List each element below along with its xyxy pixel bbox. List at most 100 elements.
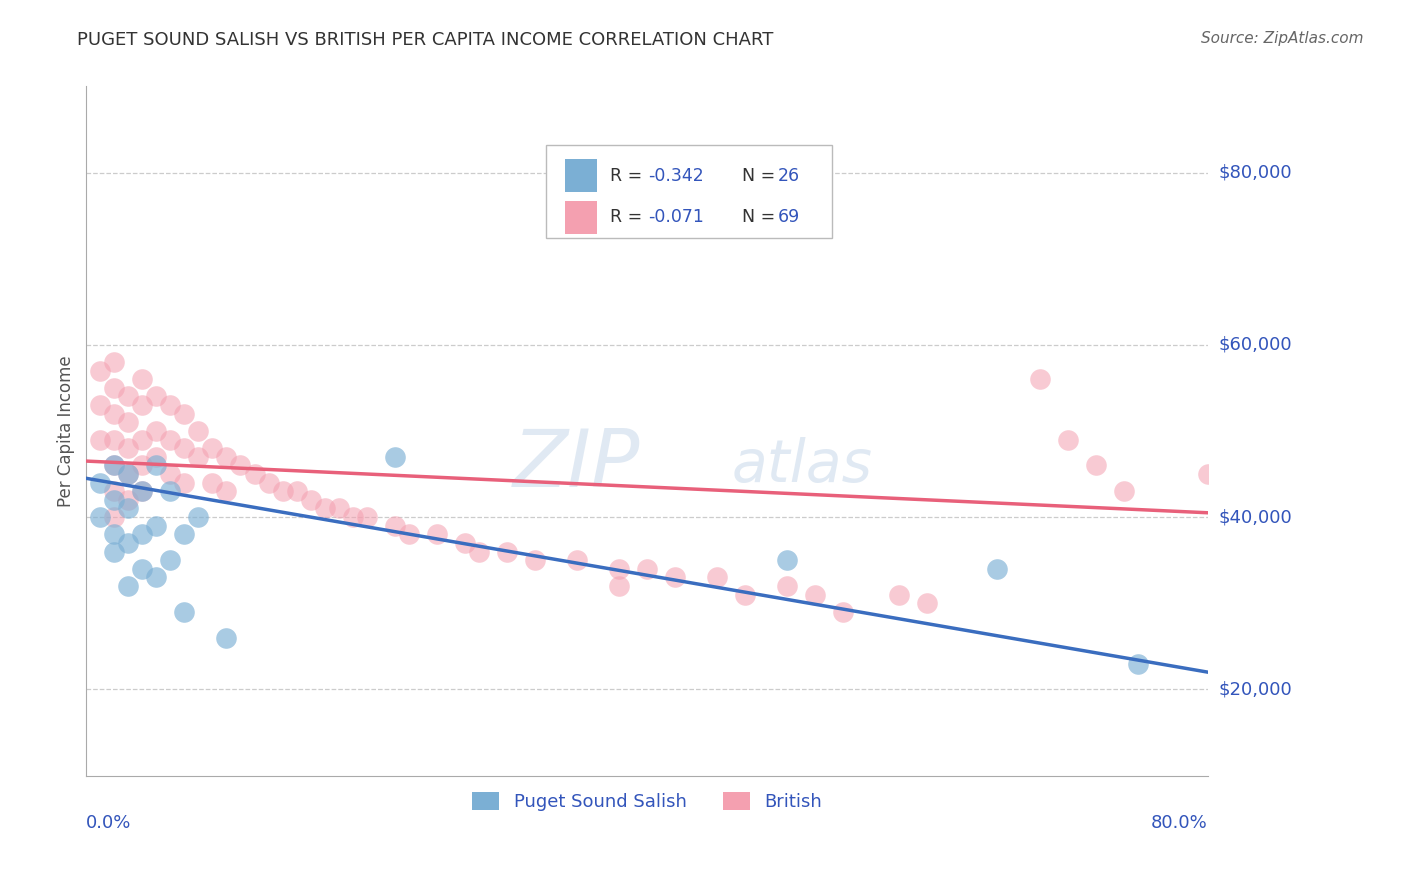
Point bbox=[131, 484, 153, 499]
Text: R =: R = bbox=[610, 209, 648, 227]
Point bbox=[131, 484, 153, 499]
Point bbox=[103, 458, 125, 473]
Legend: Puget Sound Salish, British: Puget Sound Salish, British bbox=[465, 784, 830, 818]
Point bbox=[398, 527, 420, 541]
Point bbox=[159, 467, 181, 481]
Point bbox=[607, 579, 630, 593]
Point bbox=[889, 588, 911, 602]
Point bbox=[1028, 372, 1050, 386]
Point bbox=[103, 433, 125, 447]
Point bbox=[243, 467, 266, 481]
Text: $80,000: $80,000 bbox=[1219, 163, 1292, 181]
Text: ZIP: ZIP bbox=[512, 426, 640, 504]
Text: -0.342: -0.342 bbox=[648, 167, 704, 185]
Point bbox=[328, 501, 350, 516]
Point bbox=[342, 510, 364, 524]
Point bbox=[103, 527, 125, 541]
Point bbox=[117, 467, 139, 481]
Point bbox=[1084, 458, 1107, 473]
Text: PUGET SOUND SALISH VS BRITISH PER CAPITA INCOME CORRELATION CHART: PUGET SOUND SALISH VS BRITISH PER CAPITA… bbox=[77, 31, 773, 49]
Text: $60,000: $60,000 bbox=[1219, 335, 1292, 354]
Point bbox=[607, 562, 630, 576]
Point bbox=[89, 398, 111, 412]
Point bbox=[495, 544, 517, 558]
Point bbox=[187, 424, 209, 438]
Point bbox=[229, 458, 252, 473]
Point bbox=[468, 544, 491, 558]
Text: 26: 26 bbox=[778, 167, 800, 185]
Point bbox=[159, 398, 181, 412]
Point bbox=[734, 588, 756, 602]
Point bbox=[832, 605, 855, 619]
Point bbox=[159, 484, 181, 499]
Point bbox=[117, 579, 139, 593]
Point bbox=[299, 492, 322, 507]
Point bbox=[89, 364, 111, 378]
Point bbox=[145, 518, 167, 533]
Point bbox=[356, 510, 378, 524]
Point bbox=[89, 510, 111, 524]
Point bbox=[384, 450, 406, 464]
Point bbox=[145, 424, 167, 438]
Point bbox=[776, 553, 799, 567]
Point bbox=[776, 579, 799, 593]
Point bbox=[89, 475, 111, 490]
Point bbox=[257, 475, 280, 490]
Point bbox=[187, 450, 209, 464]
Point bbox=[565, 553, 588, 567]
Point bbox=[145, 458, 167, 473]
Point bbox=[917, 596, 939, 610]
Point bbox=[523, 553, 546, 567]
Point bbox=[706, 570, 728, 584]
Point bbox=[103, 407, 125, 421]
Point bbox=[131, 433, 153, 447]
Point bbox=[103, 510, 125, 524]
Text: $20,000: $20,000 bbox=[1219, 681, 1292, 698]
Point bbox=[426, 527, 449, 541]
Point bbox=[173, 441, 195, 455]
Point bbox=[159, 433, 181, 447]
Point bbox=[173, 475, 195, 490]
Point bbox=[131, 562, 153, 576]
Point bbox=[187, 510, 209, 524]
Point bbox=[215, 484, 238, 499]
Point bbox=[131, 372, 153, 386]
Point bbox=[103, 492, 125, 507]
Point bbox=[314, 501, 336, 516]
Point bbox=[103, 544, 125, 558]
Point bbox=[117, 389, 139, 403]
Point bbox=[215, 631, 238, 645]
Text: atlas: atlas bbox=[731, 437, 872, 494]
Point bbox=[103, 484, 125, 499]
Point bbox=[145, 389, 167, 403]
Text: 80.0%: 80.0% bbox=[1152, 814, 1208, 832]
Point bbox=[636, 562, 658, 576]
Point bbox=[117, 536, 139, 550]
Point bbox=[173, 605, 195, 619]
Point bbox=[1112, 484, 1135, 499]
Point bbox=[117, 492, 139, 507]
Point bbox=[117, 415, 139, 429]
Point bbox=[271, 484, 294, 499]
Point bbox=[1197, 467, 1219, 481]
Point bbox=[103, 355, 125, 369]
Point bbox=[117, 501, 139, 516]
Point bbox=[201, 475, 224, 490]
Text: 69: 69 bbox=[778, 209, 800, 227]
Point bbox=[1126, 657, 1149, 671]
Point bbox=[117, 441, 139, 455]
Point bbox=[201, 441, 224, 455]
Point bbox=[664, 570, 686, 584]
Text: $40,000: $40,000 bbox=[1219, 508, 1292, 526]
Point bbox=[131, 398, 153, 412]
Text: N =: N = bbox=[731, 209, 780, 227]
Point bbox=[131, 527, 153, 541]
Point bbox=[145, 450, 167, 464]
Point bbox=[804, 588, 827, 602]
Point bbox=[173, 407, 195, 421]
Point bbox=[145, 570, 167, 584]
Point bbox=[986, 562, 1008, 576]
Text: 0.0%: 0.0% bbox=[86, 814, 132, 832]
Point bbox=[173, 527, 195, 541]
Point bbox=[103, 381, 125, 395]
